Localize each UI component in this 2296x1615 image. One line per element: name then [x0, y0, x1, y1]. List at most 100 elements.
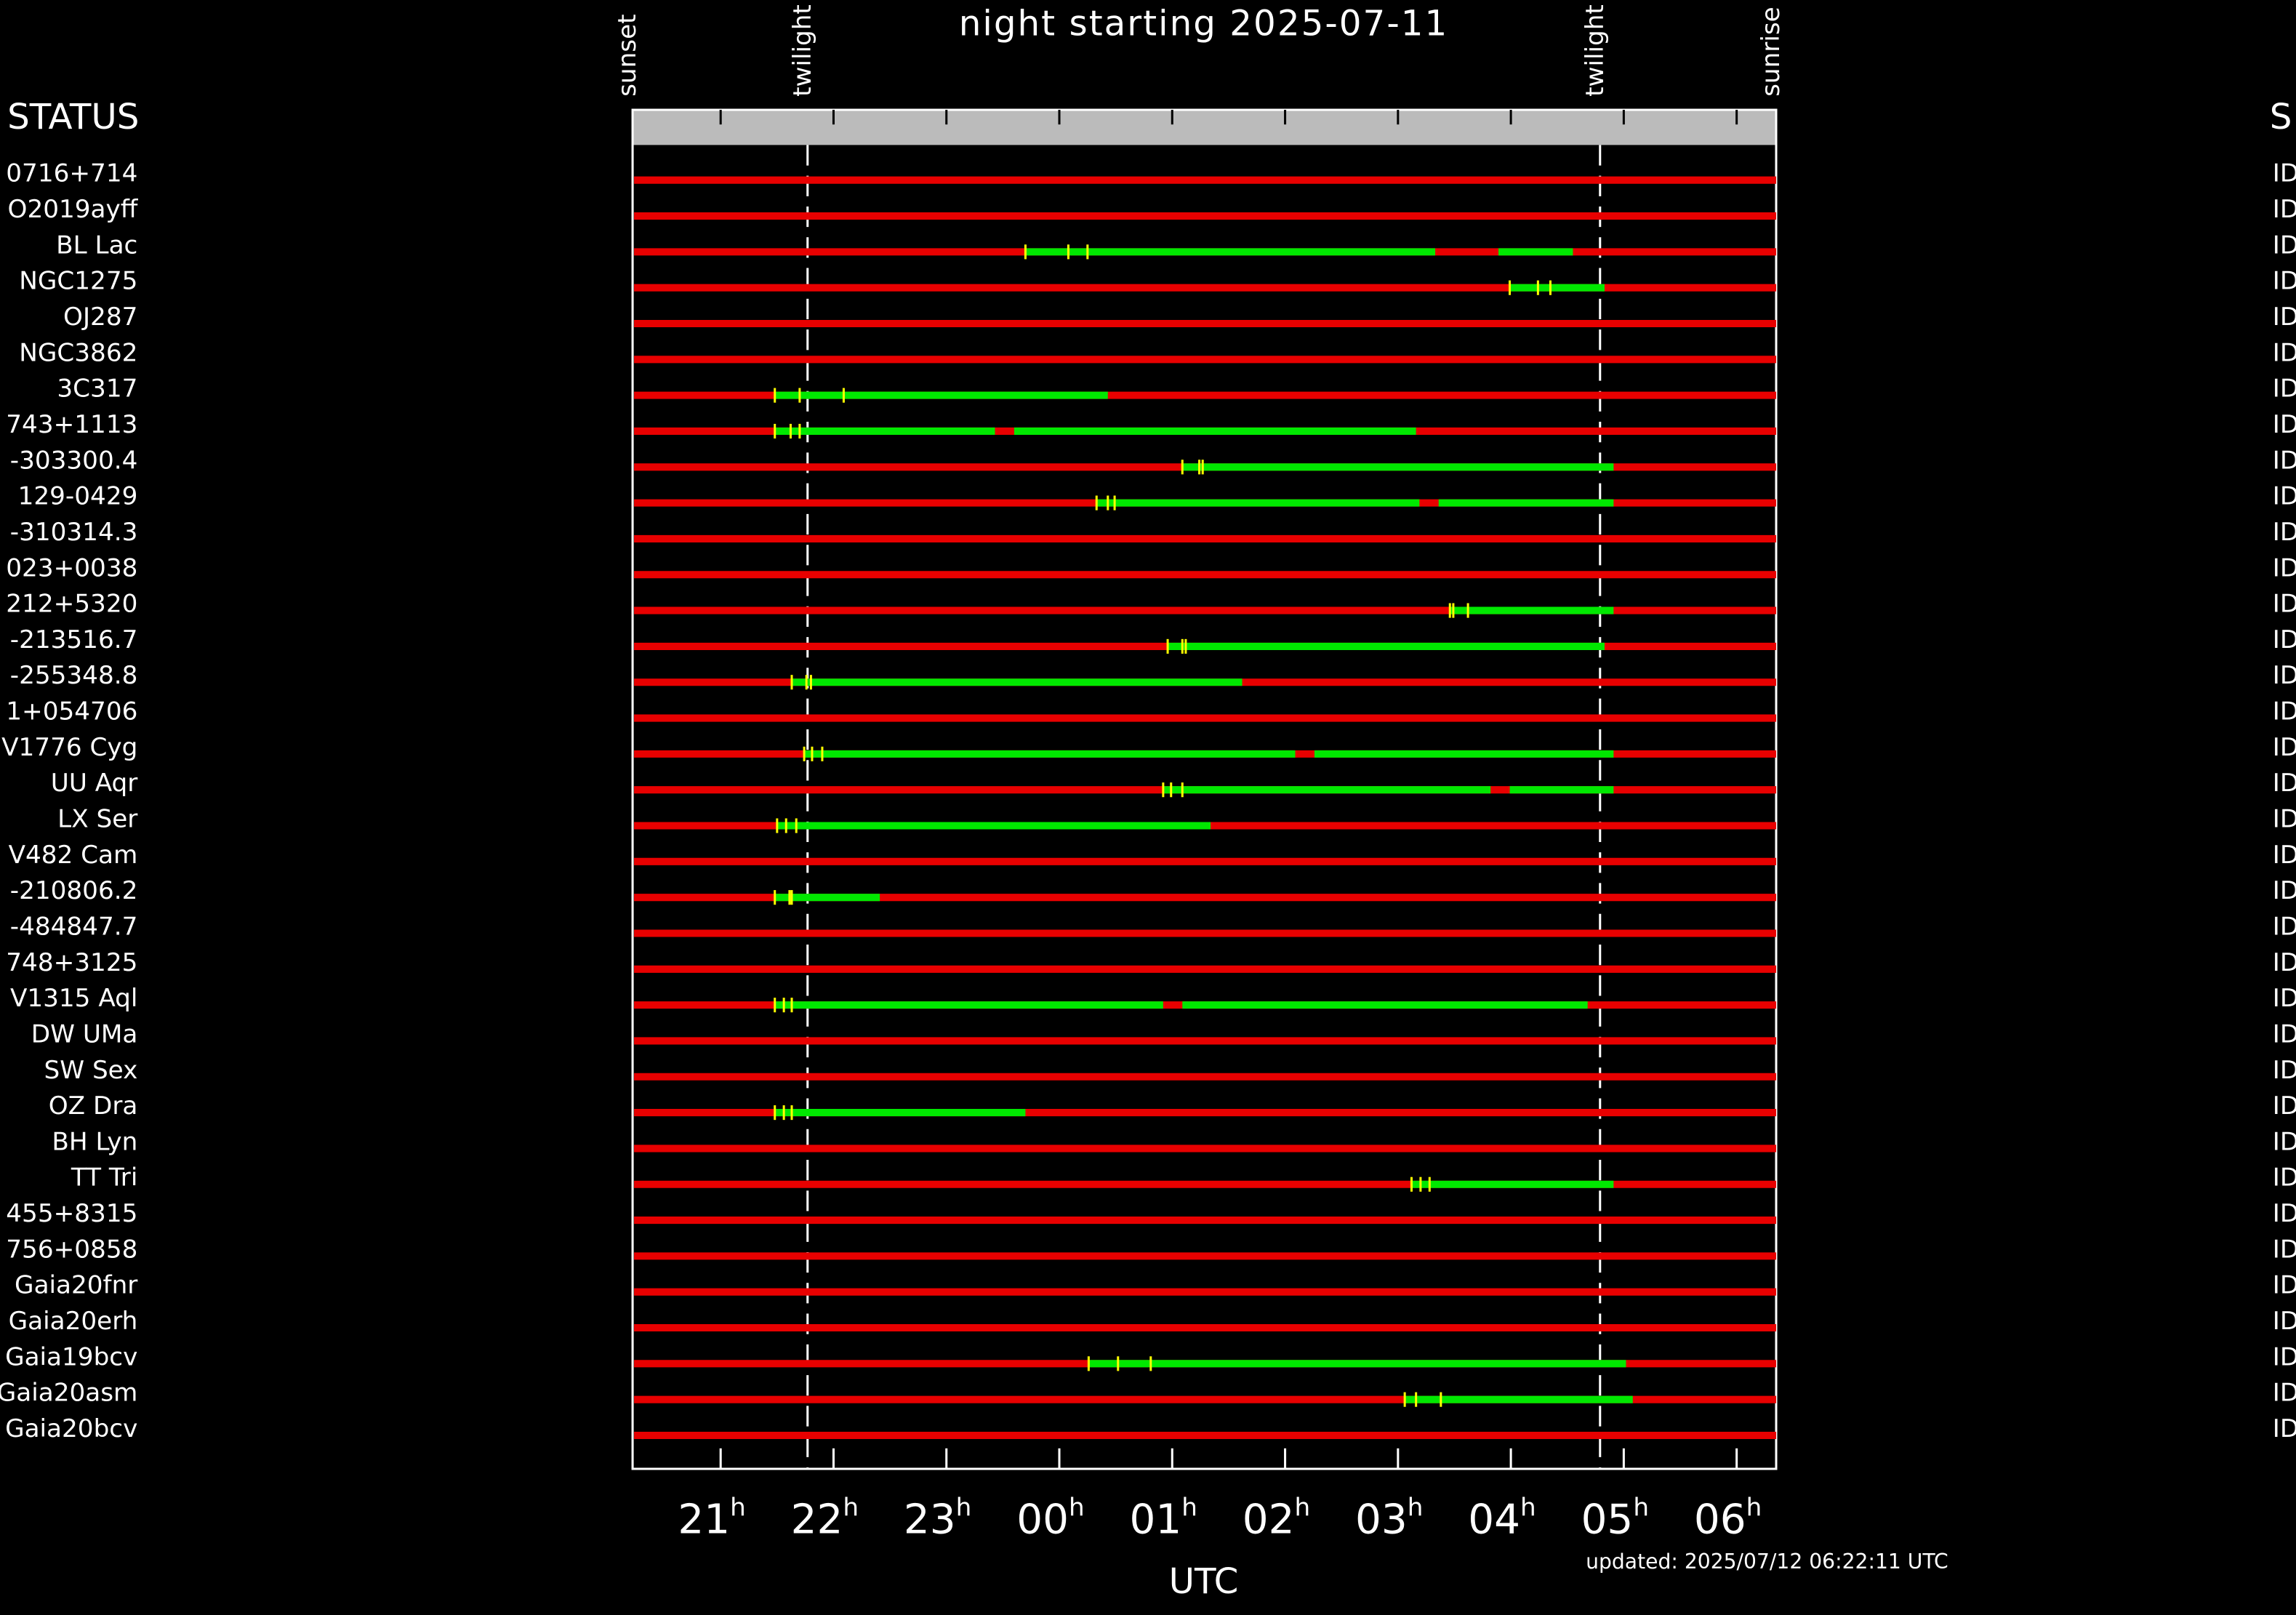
x-tick-label: 04h — [1468, 1493, 1536, 1543]
target-status: ID — [2273, 231, 2296, 260]
target-status: ID — [2273, 553, 2296, 582]
x-tick-unit: h — [1181, 1493, 1197, 1522]
target-status: ID — [2273, 1342, 2296, 1371]
target-status: ID — [2273, 841, 2296, 870]
event-label: twilight — [788, 4, 817, 97]
target-name: UU Aqr — [51, 769, 138, 798]
target-status: ID — [2273, 984, 2296, 1013]
target-name: 023+0038 — [6, 553, 137, 582]
target-name: 756+0858 — [6, 1235, 137, 1264]
x-tick-label: 06h — [1694, 1493, 1762, 1543]
target-name: Gaia20bcv — [5, 1414, 137, 1443]
target-name: O2019ayff — [8, 195, 139, 224]
target-status: ID — [2273, 661, 2296, 690]
event-label: sunrise — [1757, 7, 1786, 97]
x-tick-label: 02h — [1243, 1493, 1310, 1543]
target-name: NGC3862 — [19, 338, 137, 367]
x-tick-value: 02 — [1243, 1496, 1295, 1544]
x-tick-value: 04 — [1468, 1496, 1520, 1544]
x-tick-value: 22 — [791, 1496, 843, 1544]
event-label: twilight — [1581, 4, 1610, 97]
x-tick-unit: h — [956, 1493, 972, 1522]
target-name: Gaia20asm — [0, 1379, 137, 1408]
target-status: ID — [2273, 1163, 2296, 1193]
target-status: ID — [2273, 446, 2296, 475]
target-name: -213516.7 — [10, 625, 138, 654]
target-name: V482 Cam — [9, 841, 138, 870]
target-name: V1315 Aql — [10, 984, 137, 1013]
target-status: ID — [2273, 590, 2296, 619]
x-tick-value: 03 — [1355, 1496, 1408, 1544]
target-status: ID — [2273, 1019, 2296, 1049]
event-label: sunset — [613, 14, 642, 96]
target-name: 1+054706 — [6, 697, 137, 726]
target-status: ID — [2273, 482, 2296, 511]
target-status: ID — [2273, 769, 2296, 798]
x-tick-unit: h — [1520, 1493, 1536, 1522]
x-tick-value: 21 — [678, 1496, 730, 1544]
target-status: ID — [2273, 1307, 2296, 1336]
target-name: Gaia20fnr — [15, 1271, 138, 1300]
status-header: STATUS — [7, 97, 139, 137]
target-name: 212+5320 — [6, 590, 137, 619]
target-name: NGC1275 — [19, 267, 137, 296]
x-tick-value: 00 — [1016, 1496, 1069, 1544]
target-status: ID — [2273, 912, 2296, 941]
target-status: ID — [2273, 195, 2296, 224]
target-name: Gaia20erh — [9, 1307, 138, 1336]
target-status: ID — [2273, 948, 2296, 977]
x-tick-value: 05 — [1581, 1496, 1634, 1544]
target-status: ID — [2273, 1271, 2296, 1300]
x-tick-label: 01h — [1129, 1493, 1197, 1543]
target-name: Gaia19bcv — [5, 1342, 137, 1371]
target-status: ID — [2273, 1414, 2296, 1443]
target-status: ID — [2273, 302, 2296, 332]
target-name: LX Ser — [57, 805, 138, 834]
target-status: ID — [2273, 159, 2296, 188]
target-status: ID — [2273, 805, 2296, 834]
top-band — [633, 110, 1776, 145]
x-tick-value: 23 — [904, 1496, 956, 1544]
x-tick-value: 06 — [1694, 1496, 1746, 1544]
target-name: 455+8315 — [6, 1199, 137, 1228]
target-name: OZ Dra — [49, 1091, 138, 1121]
chart-title: night starting 2025-07-11 — [959, 3, 1449, 44]
target-name: 129-0429 — [18, 482, 138, 511]
target-name: -310314.3 — [10, 518, 138, 547]
target-name: OJ287 — [63, 302, 137, 332]
target-name: -484847.7 — [10, 912, 138, 941]
x-tick-label: 21h — [678, 1493, 745, 1543]
x-tick-unit: h — [1295, 1493, 1311, 1522]
target-status: ID — [2273, 1199, 2296, 1228]
x-tick-label: 03h — [1355, 1493, 1423, 1543]
target-status: ID — [2273, 1091, 2296, 1121]
x-tick-unit: h — [730, 1493, 746, 1522]
target-status: ID — [2273, 267, 2296, 296]
target-status: ID — [2273, 374, 2296, 404]
target-status: ID — [2273, 1379, 2296, 1408]
x-tick-value: 01 — [1129, 1496, 1181, 1544]
target-name: -210806.2 — [10, 876, 138, 905]
target-name: TT Tri — [71, 1163, 138, 1193]
target-name: -255348.8 — [10, 661, 138, 690]
target-status: ID — [2273, 1127, 2296, 1156]
target-status: ID — [2273, 1056, 2296, 1085]
target-status: ID — [2273, 1235, 2296, 1264]
target-name: 743+1113 — [6, 410, 137, 439]
x-tick-label: 05h — [1581, 1493, 1649, 1543]
target-name: SW Sex — [44, 1056, 138, 1085]
target-status: ID — [2273, 518, 2296, 547]
target-name: BL Lac — [56, 231, 137, 260]
target-status: ID — [2273, 697, 2296, 726]
target-status: ID — [2273, 410, 2296, 439]
x-tick-unit: h — [843, 1493, 859, 1522]
right-header: S — [2270, 97, 2292, 137]
target-name: DW UMa — [31, 1019, 138, 1049]
target-name: 0716+714 — [6, 159, 137, 188]
target-name: -303300.4 — [10, 446, 138, 475]
x-tick-unit: h — [1069, 1493, 1085, 1522]
x-tick-unit: h — [1746, 1493, 1762, 1522]
